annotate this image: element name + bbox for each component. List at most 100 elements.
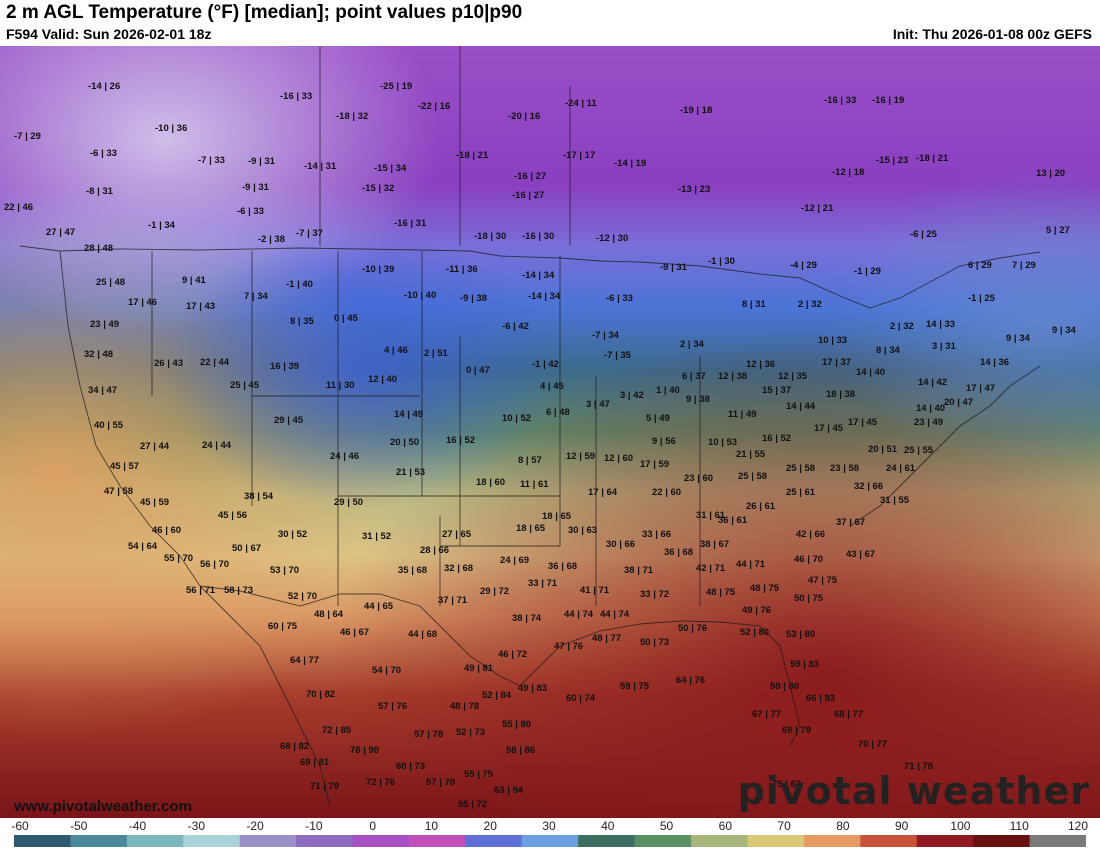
colorbar-segment [803, 835, 861, 847]
point-value: 52 | 73 [456, 727, 486, 738]
point-value: 7 | 29 [1012, 260, 1036, 271]
point-value: 49 | 83 [518, 683, 548, 694]
point-value: 17 | 64 [588, 487, 618, 498]
point-value: -1 | 25 [968, 293, 995, 304]
point-value: 48 | 75 [750, 583, 780, 594]
point-value: 16 | 52 [446, 435, 476, 446]
point-value: 4 | 46 [384, 345, 408, 356]
point-value: -9 | 31 [660, 262, 687, 273]
point-value: -7 | 35 [604, 350, 631, 361]
point-value: 46 | 67 [340, 627, 370, 638]
point-value: 21 | 55 [736, 449, 766, 460]
point-value: 35 | 68 [398, 565, 428, 576]
point-value: 32 | 48 [84, 349, 114, 360]
point-value: 18 | 60 [476, 477, 506, 488]
colorbar-segment [352, 835, 410, 847]
point-value: 27 | 65 [442, 529, 472, 540]
colorbar-segment [860, 835, 918, 847]
point-value: 44 | 71 [736, 559, 766, 570]
point-value: 58 | 73 [224, 585, 254, 596]
colorbar-tick-label: 10 [424, 819, 439, 833]
point-value: -18 | 21 [456, 150, 489, 161]
point-value: -10 | 40 [404, 290, 437, 301]
point-value: 28 | 66 [420, 545, 450, 556]
point-value: 38 | 74 [512, 613, 542, 624]
point-value: -12 | 21 [801, 203, 834, 214]
point-value: 25 | 45 [230, 380, 260, 391]
point-value: 44 | 68 [408, 629, 438, 640]
point-value: -7 | 33 [198, 155, 225, 166]
point-value: -14 | 31 [304, 161, 337, 172]
colorbar-segment [465, 835, 523, 847]
point-value: 49 | 76 [742, 605, 772, 616]
colorbar-tick-label: 20 [483, 819, 497, 833]
colorbar-segment [70, 835, 128, 847]
point-value: -6 | 33 [237, 206, 264, 217]
point-value: 21 | 53 [396, 467, 426, 478]
point-value: -14 | 34 [522, 270, 555, 281]
colorbar-segment [747, 835, 805, 847]
point-value: 14 | 36 [980, 357, 1010, 368]
point-value: 23 | 49 [914, 417, 944, 428]
point-value: 45 | 56 [218, 510, 248, 521]
point-value: 75 | 68 [772, 779, 802, 790]
point-value: 14 | 40 [916, 403, 946, 414]
point-value: -15 | 32 [362, 183, 395, 194]
point-value: 25 | 58 [786, 463, 816, 474]
colorbar-segment [691, 835, 748, 847]
point-value: 64 | 77 [290, 655, 320, 666]
point-value: 1 | 40 [656, 385, 680, 396]
colorbar-tick-label: -10 [305, 819, 323, 833]
colorbar-tick-label: 60 [718, 819, 733, 833]
point-value: 6 | 29 [968, 260, 992, 271]
point-value: 55 | 70 [164, 553, 194, 564]
point-value: -14 | 19 [614, 158, 647, 169]
point-value: 10 | 52 [502, 413, 532, 424]
colorbar-segment [521, 835, 579, 847]
colorbar-segment [126, 835, 184, 847]
point-value: 25 | 55 [904, 445, 934, 456]
point-value: -6 | 42 [502, 321, 529, 332]
point-value: 25 | 48 [96, 277, 126, 288]
point-value: 22 | 46 [4, 202, 34, 213]
point-value: 45 | 57 [110, 461, 140, 472]
point-value: 5 | 49 [646, 413, 670, 424]
point-value: 3 | 31 [932, 341, 956, 352]
point-value: -19 | 18 [680, 105, 713, 116]
point-value: 36 | 68 [548, 561, 578, 572]
point-value: 55 | 72 [458, 799, 488, 810]
point-value: -10 | 36 [155, 123, 188, 134]
point-value: -15 | 23 [876, 155, 909, 166]
point-value: 17 | 43 [186, 301, 216, 312]
point-value: 63 | 84 [494, 785, 524, 796]
point-value: 36 | 68 [664, 547, 694, 558]
point-value: 31 | 61 [696, 510, 726, 521]
point-value: 24 | 44 [202, 440, 232, 451]
point-value: 29 | 50 [334, 497, 364, 508]
point-value: 20 | 47 [944, 397, 974, 408]
site-url: www.pivotalweather.com [14, 798, 192, 815]
point-value: -13 | 23 [678, 184, 711, 195]
temperature-map[interactable]: -14 | 26 -7 | 29 -10 | 36 -6 | 33 -7 | 33 -9 … [0, 46, 1100, 818]
colorbar-tick-label: 0 [369, 819, 376, 833]
brand-logo-text: pivotal weather [737, 769, 1090, 813]
point-value: 33 | 72 [640, 589, 670, 600]
point-value: 22 | 44 [200, 357, 230, 368]
point-value: 71 | 79 [310, 781, 340, 792]
point-value: 17 | 45 [848, 417, 878, 428]
point-value: 11 | 49 [728, 409, 757, 420]
colorbar-tick-label: -60 [11, 819, 29, 833]
point-value: 33 | 66 [642, 529, 672, 540]
point-value: -12 | 30 [596, 233, 629, 244]
point-value: -16 | 31 [394, 218, 427, 229]
point-value: -7 | 34 [592, 330, 619, 341]
point-value: 24 | 46 [330, 451, 360, 462]
point-value: 16 | 52 [762, 433, 792, 444]
point-value: 72 | 76 [366, 777, 396, 788]
point-value: 69 | 81 [300, 757, 330, 768]
colorbar: -60 -50 -40 -30 -20 -10 0 10 20 30 40 50 60 70 80 90 100… [0, 818, 1100, 850]
point-value: 12 | 36 [746, 359, 776, 370]
point-value: 70 | 77 [858, 739, 888, 750]
point-value: 70 | 82 [306, 689, 336, 700]
point-value: 38 | 67 [700, 539, 730, 550]
